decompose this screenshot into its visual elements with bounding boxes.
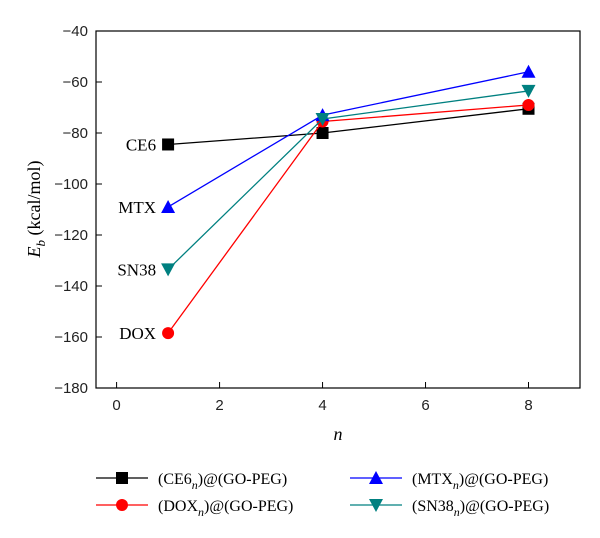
legend-label: (MTXn)@(GO-PEG): [412, 471, 548, 492]
legend-label-main: (CE6: [158, 471, 192, 488]
y-tick-label: −100: [54, 176, 88, 193]
y-axis-title-main: E: [24, 246, 44, 258]
legend-label-rest: )@(GO-PEG): [198, 471, 287, 488]
series-line: [167, 104, 529, 334]
data-point: [316, 127, 329, 139]
y-tick-label: −60: [63, 74, 88, 91]
legend-entry: (DOXn)@(GO-PEG): [96, 498, 293, 519]
legend-entry: (SN38n)@(GO-PEG): [350, 498, 549, 519]
data-point: [162, 327, 175, 340]
data-point: [162, 138, 175, 151]
x-tick-label: 8: [524, 397, 532, 414]
y-tick-label: −180: [54, 380, 88, 397]
series-annotation: CE6: [126, 135, 156, 154]
series-line: [167, 71, 529, 208]
x-tick-label: 2: [215, 397, 223, 414]
series-line: [168, 108, 529, 146]
data-point: [315, 112, 330, 126]
series-line: [167, 90, 529, 270]
series-layer: [161, 64, 536, 340]
series-annotation: SN38: [117, 260, 156, 279]
legend-marker: [116, 472, 128, 484]
legend: (CE6n)@(GO-PEG)(DOXn)@(GO-PEG)(MTXn)@(GO…: [96, 471, 549, 519]
legend-label-sub: n: [453, 478, 459, 492]
annotation-layer: CE6 MTX SN38 DOX: [117, 135, 156, 343]
legend-label: (CE6n)@(GO-PEG): [158, 471, 287, 492]
legend-label-rest: )@(GO-PEG): [204, 498, 293, 515]
data-point: [161, 199, 176, 213]
y-tick-label: −120: [54, 227, 88, 244]
data-point: [521, 64, 536, 78]
x-tick-label: 6: [421, 397, 429, 414]
y-axis-title-unit: (kcal/mol): [24, 161, 45, 240]
legend-marker: [369, 499, 383, 512]
data-point: [521, 84, 536, 98]
legend-label-main: (MTX: [412, 471, 453, 488]
legend-marker: [369, 471, 383, 484]
y-axis-title: Eb (kcal/mol): [24, 161, 48, 259]
legend-marker: [116, 499, 128, 511]
x-axis-title: n: [334, 424, 343, 444]
x-tick-label: 0: [112, 397, 120, 414]
series-annotation: MTX: [118, 198, 156, 217]
data-point: [522, 98, 535, 111]
legend-label-rest: )@(GO-PEG): [459, 471, 548, 488]
legend-label-sub: n: [454, 505, 460, 519]
legend-entry: (CE6n)@(GO-PEG): [96, 471, 287, 492]
legend-label: (SN38n)@(GO-PEG): [412, 498, 549, 519]
data-point: [161, 263, 176, 277]
legend-label-sub: n: [192, 478, 198, 492]
legend-label: (DOXn)@(GO-PEG): [158, 498, 293, 519]
series-2: [161, 64, 536, 213]
y-tick-label: −140: [54, 278, 88, 295]
x-tick-label: 4: [318, 397, 326, 414]
series-3: [161, 84, 536, 277]
legend-label-main: (DOX: [158, 498, 198, 515]
series-1: [162, 98, 535, 340]
y-tick-label: −40: [63, 23, 88, 40]
legend-label-rest: )@(GO-PEG): [460, 498, 549, 515]
plot-frame: [95, 30, 581, 389]
y-axis-title-sub: b: [33, 239, 48, 246]
series-0: [162, 102, 535, 151]
legend-label-sub: n: [198, 505, 204, 519]
series-annotation: DOX: [119, 324, 156, 343]
y-tick-label: −80: [63, 125, 88, 142]
axis-ticks: 0 2 4 6 8 −180 −160 −140 −120 −100 −80 −60 −40: [54, 23, 532, 414]
legend-label-main: (SN38: [412, 498, 454, 515]
legend-entry: (MTXn)@(GO-PEG): [350, 471, 548, 492]
y-tick-label: −160: [54, 329, 88, 346]
